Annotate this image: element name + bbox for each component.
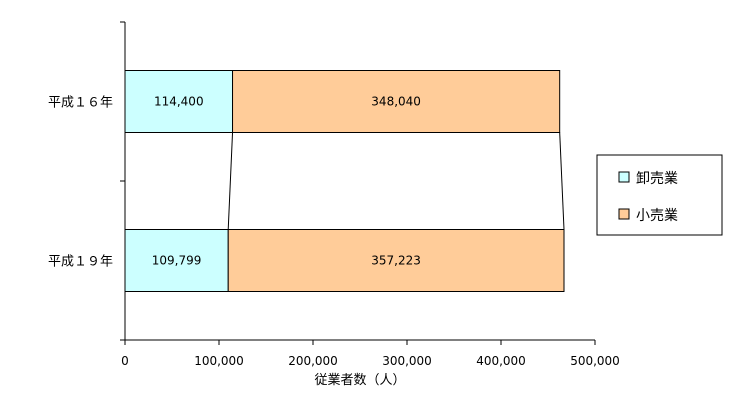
data-label-retail-0: 348,040 <box>371 95 421 109</box>
data-label-wholesale-0: 114,400 <box>154 95 204 109</box>
y-ticks <box>120 21 125 341</box>
x-tick-label-3: 300,000 <box>382 354 432 368</box>
series-line-0 <box>227 132 234 230</box>
x-tick-label-0: 0 <box>121 354 129 368</box>
legend: 卸売業 小売業 <box>596 154 723 236</box>
bars: 114,400 348,040 109,799 357,223 <box>124 70 565 292</box>
legend-swatch-wholesale <box>618 171 630 183</box>
x-tick-label-4: 400,000 <box>476 354 526 368</box>
axes <box>124 22 595 341</box>
bar-wholesale-1 <box>124 229 229 292</box>
data-label-retail-1: 357,223 <box>371 254 421 268</box>
bar-retail-0 <box>232 70 561 133</box>
bar-retail-1 <box>227 229 565 292</box>
legend-label-wholesale: 卸売業 <box>636 171 678 187</box>
data-label-wholesale-1: 109,799 <box>152 254 202 268</box>
x-tick-label-1: 100,000 <box>194 354 244 368</box>
legend-label-retail: 小売業 <box>636 208 678 224</box>
category-label-0: 平成１６年 <box>48 96 113 111</box>
x-axis-title: 従業者数（人） <box>314 372 405 388</box>
series-lines <box>227 132 565 230</box>
legend-swatch-retail <box>618 208 630 220</box>
x-tick-label-2: 200,000 <box>288 354 338 368</box>
x-tick-label-5: 500,000 <box>570 354 620 368</box>
bar-wholesale-0 <box>124 70 234 133</box>
legend-box <box>596 154 723 236</box>
series-line-1 <box>559 132 565 230</box>
x-ticks: 0 100,000 200,000 300,000 400,000 500,000 <box>121 340 620 368</box>
category-label-1: 平成１９年 <box>48 255 113 270</box>
